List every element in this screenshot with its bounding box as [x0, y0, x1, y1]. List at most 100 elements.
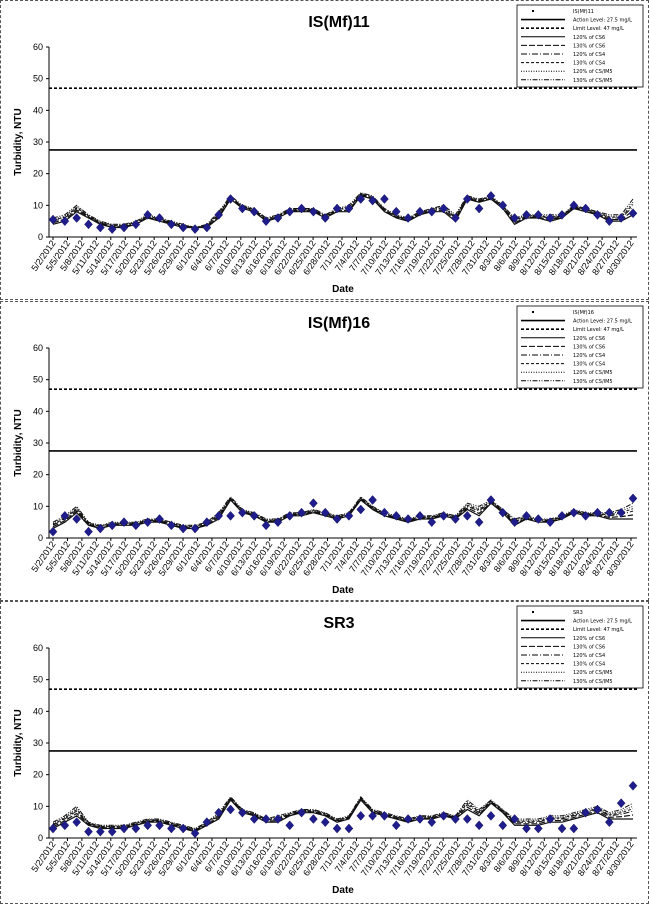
legend-label: 120% of CS/IM5	[573, 370, 613, 376]
data-point	[107, 520, 117, 531]
legend-box	[516, 4, 644, 88]
data-point	[415, 206, 425, 217]
legend-label: 130% of CS6	[573, 344, 605, 350]
data-point	[72, 817, 82, 828]
y-tick-label: 60	[33, 42, 43, 52]
data-point	[510, 814, 519, 824]
data-point	[309, 498, 318, 509]
legend-label: 130% of CS6	[573, 644, 605, 650]
legend-label: 120% of CS4	[573, 653, 605, 659]
y-tick-label: 30	[33, 438, 43, 448]
chart-title: IS(Mf)11	[308, 14, 369, 31]
y-tick-label: 60	[33, 643, 43, 653]
data-point	[593, 804, 602, 815]
data-point	[178, 222, 188, 233]
y-tick-label: 20	[33, 169, 43, 179]
data-point	[380, 194, 389, 204]
data-point	[155, 820, 164, 831]
data-point	[119, 517, 129, 528]
data-point	[297, 507, 306, 518]
data-point	[462, 814, 472, 824]
data-point	[522, 510, 531, 521]
chart-panel: IS(Mf)11 0 10 20 30 40 50 60 Turbidity, NTU 5/2/2…	[0, 0, 649, 300]
y-tick-label: 10	[33, 200, 43, 210]
legend-label: Action Level: 27.5 mg/L	[573, 18, 632, 24]
data-point	[131, 823, 141, 834]
data-point	[119, 222, 129, 233]
chart-panel: IS(Mf)16 0 10 20 30 40 50 60 Turbidity, NTU 5/2/2…	[0, 301, 649, 601]
data-point	[249, 814, 259, 824]
data-point	[533, 209, 543, 220]
scenario-line	[52, 799, 633, 833]
y-tick-label: 0	[38, 833, 43, 843]
data-point	[474, 820, 484, 831]
x-axis-label: Date	[332, 284, 354, 295]
data-point	[356, 504, 366, 515]
legend-label: 120% of CS6	[573, 336, 605, 342]
data-point	[510, 213, 519, 223]
data-point	[320, 507, 330, 518]
data-point	[451, 814, 460, 824]
data-point	[178, 823, 188, 834]
legend-marker	[532, 611, 534, 613]
data-point	[391, 206, 401, 217]
legend-marker	[532, 311, 534, 313]
data-point	[403, 514, 413, 524]
scenario-line	[52, 496, 634, 526]
y-tick-label: 10	[33, 801, 43, 811]
data-point	[190, 224, 200, 234]
data-point	[474, 517, 484, 528]
data-point	[84, 826, 93, 837]
data-point	[96, 523, 105, 534]
data-point	[604, 817, 614, 828]
legend-label: 120% of CS6	[573, 636, 605, 642]
data-point	[143, 517, 153, 528]
data-point	[344, 823, 354, 834]
data-point	[593, 209, 602, 220]
data-point	[155, 514, 164, 524]
data-point	[557, 510, 567, 521]
data-point	[368, 495, 377, 505]
y-tick-label: 40	[33, 706, 43, 716]
y-tick-label: 20	[33, 470, 43, 480]
scenario-line	[52, 195, 634, 229]
legend-box	[516, 305, 644, 389]
data-point	[569, 200, 579, 211]
data-point	[332, 823, 342, 834]
data-point	[96, 222, 105, 233]
y-tick-label: 0	[38, 232, 43, 242]
data-point	[368, 810, 377, 821]
data-point	[131, 520, 141, 531]
data-point	[202, 817, 212, 828]
legend-label: 130% of CS4	[573, 662, 605, 668]
chart-panel: SR3 0 10 20 30 40 50 60 Turbidity, NTU 5/2/2012 5/…	[0, 601, 649, 904]
data-point	[616, 798, 626, 809]
chart-title: SR3	[323, 615, 354, 632]
data-point	[96, 826, 105, 837]
data-point	[533, 823, 543, 834]
data-point	[249, 510, 259, 521]
data-point	[581, 510, 590, 521]
legend-label: 130% of CS6	[573, 43, 605, 49]
data-point	[273, 517, 283, 528]
data-point	[214, 209, 224, 220]
y-axis-label: Turbidity, NTU	[13, 108, 24, 175]
data-point	[427, 206, 437, 217]
data-point	[486, 495, 496, 505]
data-point	[391, 510, 401, 521]
data-point	[273, 814, 283, 824]
legend-label: 130% of CS4	[573, 362, 605, 368]
data-point	[427, 517, 437, 528]
data-point	[60, 510, 70, 521]
data-point	[131, 219, 141, 230]
data-point	[273, 213, 283, 223]
data-point	[48, 526, 58, 537]
data-point	[628, 493, 638, 504]
y-tick-label: 30	[33, 738, 43, 748]
data-point	[498, 507, 508, 518]
data-point	[451, 514, 460, 524]
data-point	[48, 823, 58, 834]
x-axis-label: Date	[332, 885, 354, 896]
